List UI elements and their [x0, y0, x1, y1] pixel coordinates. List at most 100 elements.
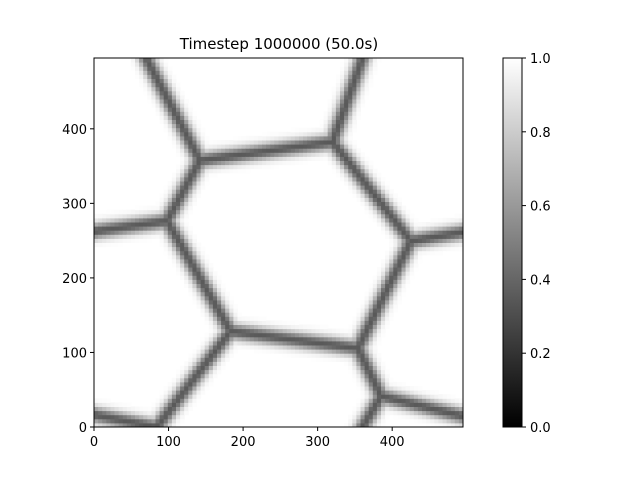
heatmap-cell — [385, 185, 390, 190]
heatmap-cell — [180, 201, 185, 207]
heatmap-cell — [147, 86, 152, 92]
heatmap-cell — [434, 226, 439, 231]
heatmap-cell — [180, 90, 185, 96]
heatmap-cell — [106, 410, 111, 416]
heatmap-cell — [409, 230, 415, 235]
heatmap-cell — [253, 324, 259, 330]
heatmap-cell — [323, 156, 329, 161]
heatmap-cell — [212, 361, 218, 366]
heatmap-cell — [311, 324, 316, 330]
heatmap-cell — [381, 271, 386, 276]
heatmap-cell — [340, 107, 345, 112]
heatmap-cell — [381, 402, 386, 407]
heatmap-cell — [221, 291, 226, 297]
heatmap-cell — [356, 406, 361, 412]
heatmap-cell — [200, 263, 206, 268]
heatmap-cell — [381, 312, 386, 317]
heatmap-cell — [221, 328, 226, 334]
heatmap-cell — [360, 369, 366, 375]
heatmap-cell — [458, 246, 464, 252]
heatmap-cell — [368, 308, 374, 313]
heatmap-cell — [163, 107, 169, 112]
heatmap-cell — [417, 250, 423, 256]
heatmap-cell — [180, 402, 185, 407]
heatmap-cell — [426, 226, 431, 231]
heatmap-cell — [180, 119, 185, 125]
heatmap-cell — [368, 299, 374, 305]
heatmap-cell — [229, 332, 234, 338]
heatmap-cell — [393, 410, 398, 416]
heatmap-cell — [344, 144, 349, 149]
heatmap-cell — [106, 406, 111, 412]
heatmap-cell — [430, 414, 435, 420]
heatmap-cell — [348, 160, 353, 166]
heatmap-cell — [163, 62, 169, 67]
heatmap-cell — [135, 422, 140, 428]
heatmap-cell — [159, 213, 165, 219]
heatmap-cell — [319, 353, 325, 358]
heatmap-cell — [192, 402, 197, 407]
heatmap-cell — [114, 222, 120, 227]
heatmap-cell — [340, 340, 345, 346]
heatmap-cell — [331, 144, 337, 149]
heatmap-cell — [274, 131, 279, 137]
heatmap-cell — [180, 250, 185, 256]
heatmap-cell — [188, 381, 193, 387]
heatmap-cell — [393, 246, 398, 252]
heatmap-cell — [397, 283, 402, 289]
heatmap-cell — [450, 238, 456, 243]
heatmap-cell — [249, 320, 255, 325]
heatmap-cell — [135, 238, 140, 243]
heatmap-cell — [327, 152, 333, 157]
heatmap-cell — [163, 189, 169, 194]
heatmap-cell — [356, 197, 361, 202]
heatmap-cell — [401, 254, 407, 260]
heatmap-cell — [290, 156, 296, 161]
heatmap-cell — [147, 414, 152, 420]
heatmap-cell — [331, 135, 337, 141]
heatmap-cell — [135, 62, 140, 67]
heatmap-cell — [368, 340, 374, 346]
heatmap-cell — [389, 197, 394, 202]
heatmap-cell — [229, 312, 234, 317]
heatmap-cell — [381, 295, 386, 301]
heatmap-cell — [368, 316, 374, 321]
heatmap-cell — [176, 201, 181, 207]
heatmap-cell — [393, 263, 398, 268]
heatmap-cell — [352, 144, 357, 149]
heatmap-cell — [204, 279, 210, 284]
heatmap-cell — [381, 406, 386, 412]
heatmap-cell — [434, 390, 439, 395]
heatmap-cell — [348, 189, 353, 194]
heatmap-cell — [143, 234, 148, 239]
heatmap-cell — [401, 263, 407, 268]
heatmap-cell — [454, 246, 460, 252]
heatmap-cell — [159, 414, 165, 420]
heatmap-cell — [430, 242, 435, 248]
heatmap-cell — [458, 414, 464, 420]
heatmap-cell — [311, 148, 316, 153]
heatmap-cell — [422, 406, 427, 412]
heatmap-cell — [385, 312, 390, 317]
heatmap-cell — [200, 377, 206, 383]
heatmap-cell — [167, 230, 173, 235]
heatmap-cell — [360, 336, 366, 342]
heatmap-cell — [381, 324, 386, 330]
heatmap-cell — [204, 176, 210, 182]
heatmap-cell — [147, 422, 152, 428]
heatmap-cell — [331, 140, 337, 145]
heatmap-cell — [376, 386, 382, 391]
heatmap-cell — [163, 123, 169, 129]
heatmap-cell — [368, 418, 374, 424]
heatmap-cell — [217, 156, 222, 161]
heatmap-cell — [319, 135, 325, 141]
heatmap-cell — [188, 275, 193, 280]
heatmap-cell — [155, 66, 161, 71]
heatmap-cell — [217, 345, 222, 350]
heatmap-cell — [397, 414, 402, 420]
heatmap-cell — [204, 271, 210, 276]
heatmap-cell — [184, 99, 189, 104]
heatmap-cell — [188, 263, 193, 268]
heatmap-cell — [327, 115, 333, 120]
heatmap-cell — [397, 275, 402, 280]
